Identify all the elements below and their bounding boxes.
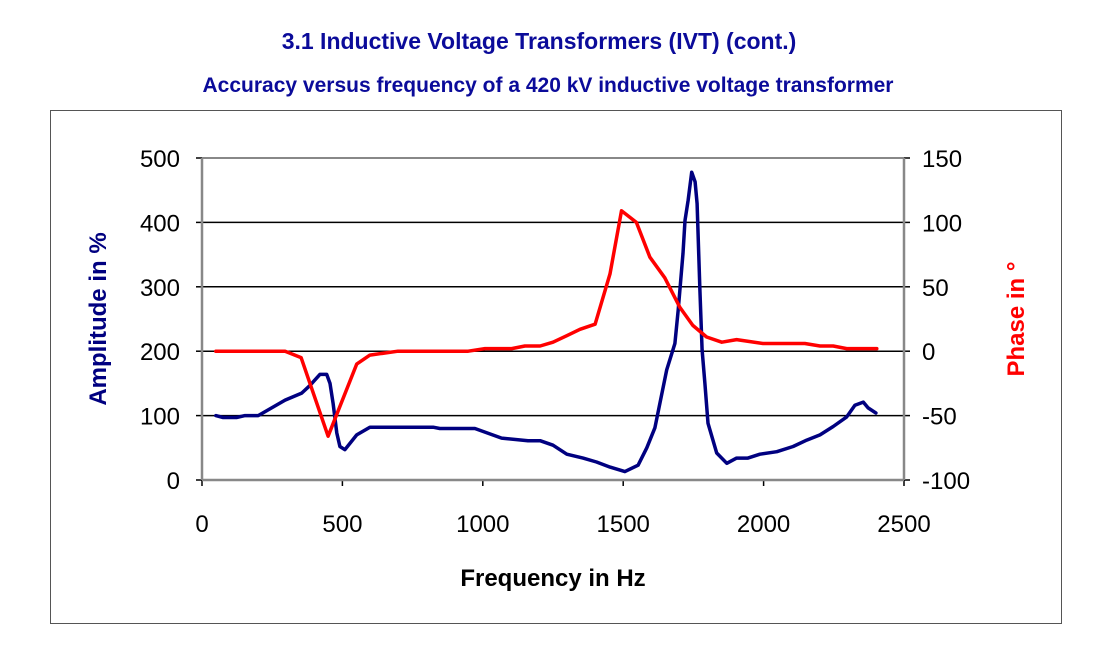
- y-tick-label: 300: [140, 275, 180, 302]
- phase-series-line: [214, 209, 879, 438]
- y-tick-label: 500: [140, 146, 180, 173]
- x-tick-label: 1500: [597, 511, 650, 538]
- y2-axis-label: Phase in °: [1003, 262, 1030, 377]
- y2-tick-label: 100: [922, 210, 962, 237]
- y-tick-label: 400: [140, 210, 180, 237]
- y2-tick-label: -50: [922, 404, 957, 431]
- amplitude-series-line: [214, 170, 878, 474]
- chart-subtitle: Accuracy versus frequency of a 420 kV in…: [202, 74, 894, 97]
- x-tick-label: 2000: [737, 511, 790, 538]
- y-tick-label: 0: [167, 468, 180, 495]
- chart-frame: [50, 110, 1062, 624]
- y-tick-label: 200: [140, 339, 180, 366]
- x-tick-label: 2500: [877, 511, 930, 538]
- y-tick-label: 100: [140, 404, 180, 431]
- x-tick-label: 0: [195, 511, 208, 538]
- y2-tick-label: 0: [922, 339, 935, 366]
- y-axis-label: Amplitude in %: [85, 232, 112, 405]
- y2-tick-label: -100: [922, 468, 970, 495]
- x-tick-label: 1000: [456, 511, 509, 538]
- x-axis-label: Frequency in Hz: [460, 565, 645, 592]
- y2-tick-label: 150: [922, 146, 962, 173]
- x-tick-label: 500: [322, 511, 362, 538]
- y2-tick-label: 50: [922, 275, 949, 302]
- page-title: 3.1 Inductive Voltage Transformers (IVT)…: [281, 28, 797, 54]
